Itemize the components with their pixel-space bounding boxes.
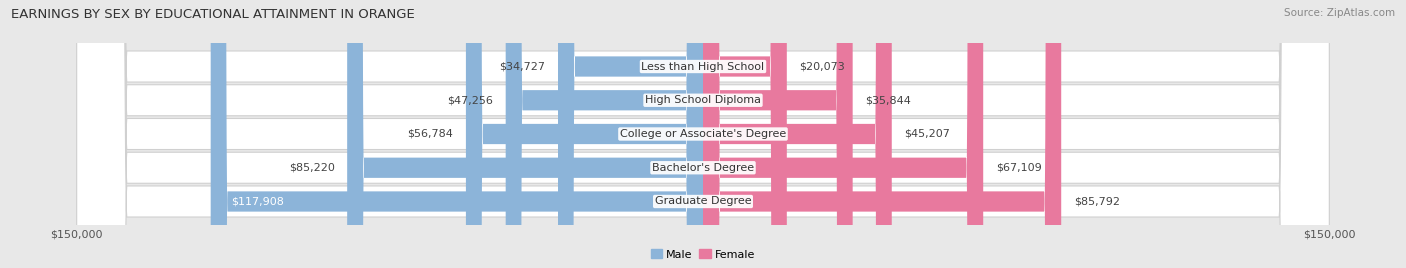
Text: EARNINGS BY SEX BY EDUCATIONAL ATTAINMENT IN ORANGE: EARNINGS BY SEX BY EDUCATIONAL ATTAINMEN… [11,8,415,21]
FancyBboxPatch shape [465,0,703,268]
FancyBboxPatch shape [506,0,703,268]
FancyBboxPatch shape [77,0,1329,268]
FancyBboxPatch shape [77,0,1329,268]
Text: Graduate Degree: Graduate Degree [655,196,751,207]
FancyBboxPatch shape [703,0,1062,268]
FancyBboxPatch shape [703,0,787,268]
Text: $85,220: $85,220 [288,163,335,173]
FancyBboxPatch shape [347,0,703,268]
FancyBboxPatch shape [558,0,703,268]
Text: $20,073: $20,073 [800,61,845,72]
Text: $45,207: $45,207 [904,129,950,139]
FancyBboxPatch shape [703,0,983,268]
Text: $85,792: $85,792 [1074,196,1119,207]
FancyBboxPatch shape [77,0,1329,268]
Legend: Male, Female: Male, Female [651,249,755,260]
Text: Less than High School: Less than High School [641,61,765,72]
Text: $56,784: $56,784 [408,129,453,139]
FancyBboxPatch shape [211,0,703,268]
FancyBboxPatch shape [77,0,1329,268]
FancyBboxPatch shape [703,0,852,268]
Text: $117,908: $117,908 [232,196,284,207]
Text: Source: ZipAtlas.com: Source: ZipAtlas.com [1284,8,1395,18]
Text: High School Diploma: High School Diploma [645,95,761,105]
Text: $34,727: $34,727 [499,61,546,72]
Text: $47,256: $47,256 [447,95,494,105]
Text: $67,109: $67,109 [995,163,1042,173]
Text: $35,844: $35,844 [865,95,911,105]
Text: College or Associate's Degree: College or Associate's Degree [620,129,786,139]
FancyBboxPatch shape [77,0,1329,268]
FancyBboxPatch shape [703,0,891,268]
Text: Bachelor's Degree: Bachelor's Degree [652,163,754,173]
